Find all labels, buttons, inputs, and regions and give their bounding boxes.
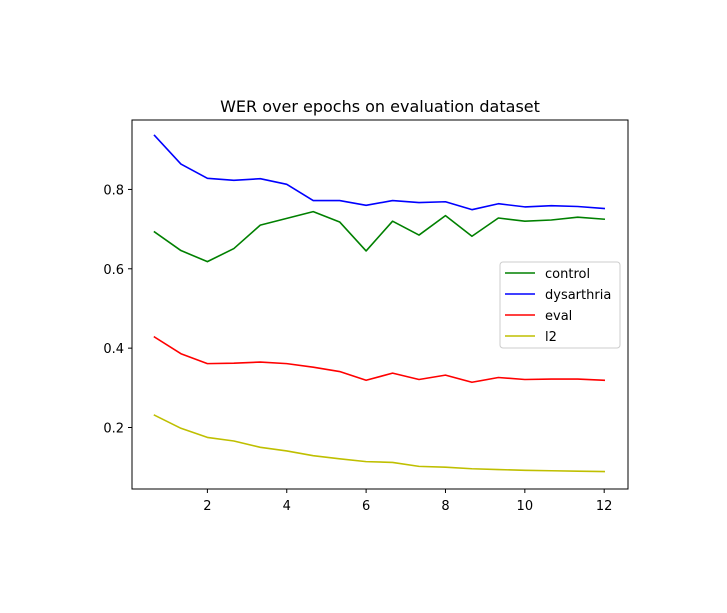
legend-label-l2: l2 <box>545 330 557 345</box>
y-tick-label: 0.2 <box>103 422 124 437</box>
x-tick-label: 10 <box>517 499 534 514</box>
series-line-eval <box>153 335 606 384</box>
x-tick-label: 2 <box>203 499 211 514</box>
y-tick-label: 0.4 <box>103 342 124 357</box>
y-axis: 0.2 0.4 0.6 0.8 <box>103 183 132 437</box>
series-layer <box>153 134 606 473</box>
legend-items: control dysarthria eval l2 <box>505 267 611 345</box>
legend-frame <box>499 261 621 349</box>
legend-label-eval: eval <box>545 309 572 324</box>
x-tick-label: 12 <box>596 499 613 514</box>
x-tick-label: 6 <box>362 499 370 514</box>
y-tick-label: 0.8 <box>103 183 124 198</box>
series-line-dysarthria <box>153 134 606 211</box>
series-line-control <box>153 210 606 263</box>
x-axis: 2 4 6 8 10 12 <box>203 489 612 514</box>
x-tick-label: 8 <box>441 499 449 514</box>
plot-area: 2 4 6 8 10 12 0.2 0.4 0.6 0.8 <box>103 119 629 514</box>
series-line-l2 <box>153 414 606 473</box>
legend-label-dysarthria: dysarthria <box>545 288 611 303</box>
y-tick-label: 0.6 <box>103 263 124 278</box>
chart-title: WER over epochs on evaluation dataset <box>220 97 540 116</box>
legend-label-control: control <box>545 267 590 282</box>
legend: control dysarthria eval l2 <box>499 261 621 349</box>
x-tick-label: 4 <box>283 499 291 514</box>
axes-frame <box>131 119 629 490</box>
